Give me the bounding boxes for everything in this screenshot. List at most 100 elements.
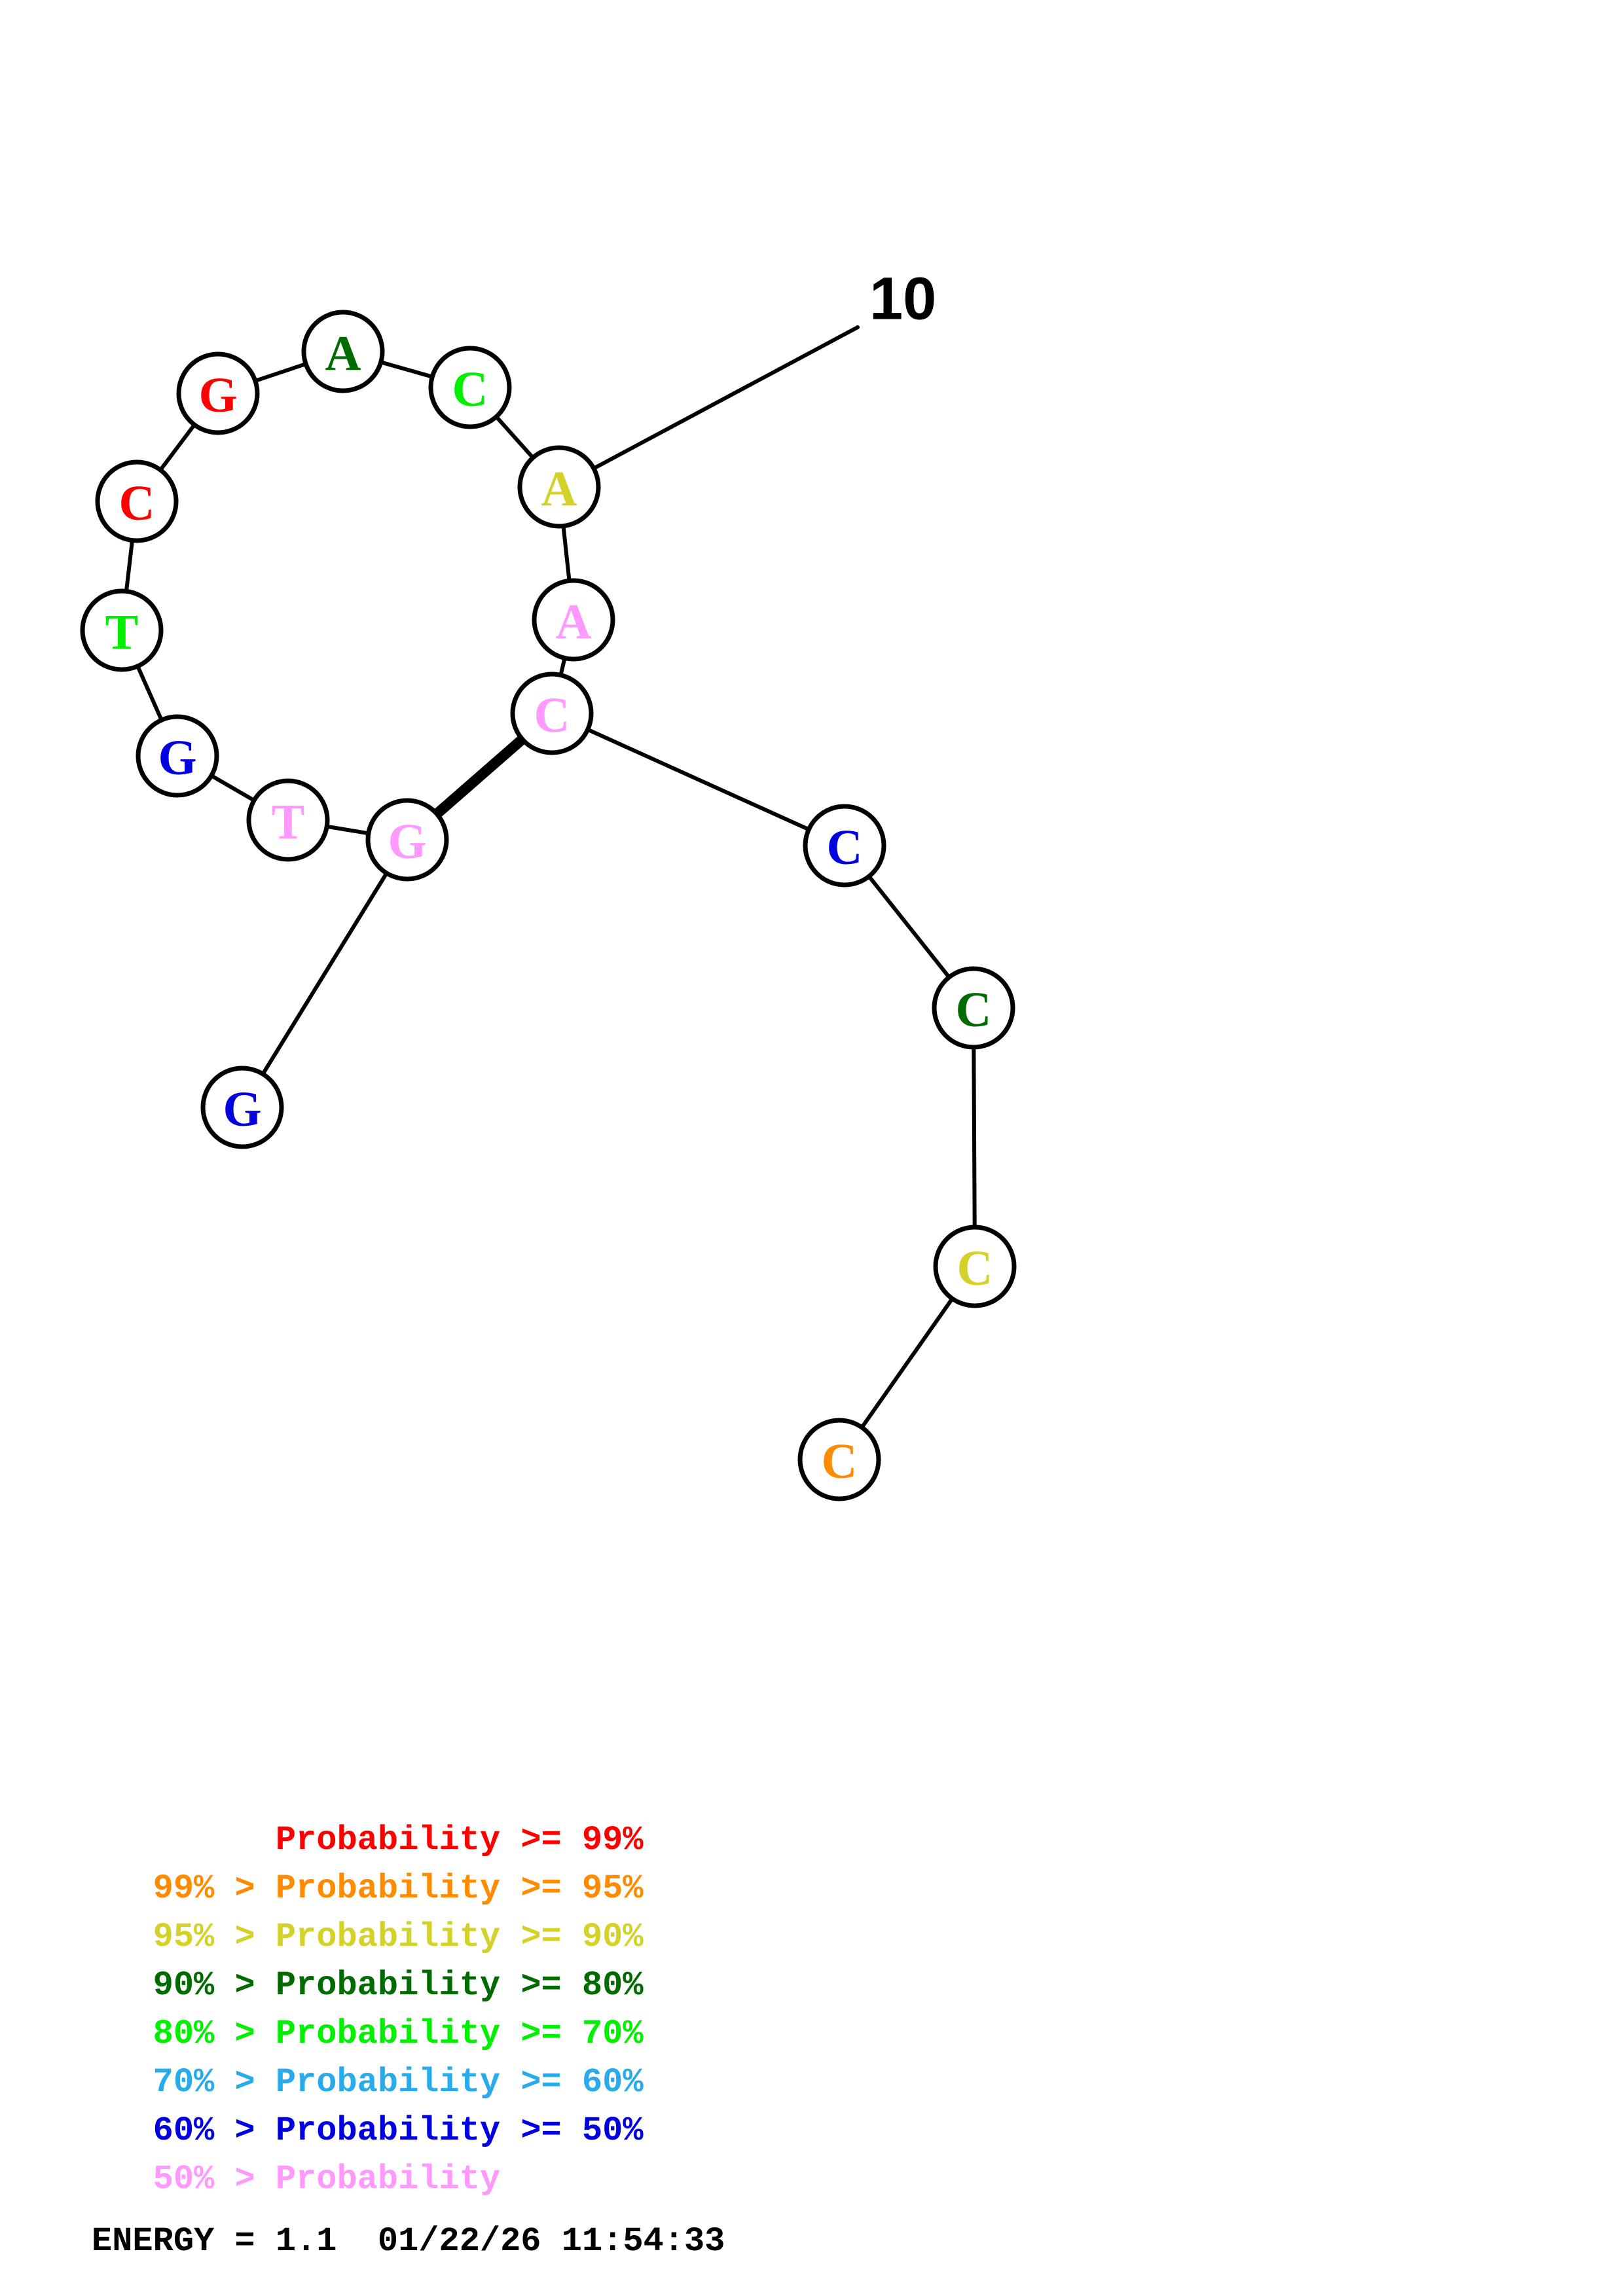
backbone-bond [323, 824, 372, 836]
nucleotide-circle [176, 351, 260, 435]
legend-lower-bound: 90% > [153, 1966, 255, 2005]
backbone-bond [208, 773, 257, 803]
nucleotide-node[interactable]: G [200, 1066, 284, 1149]
legend-upper-bound: >= 60% [500, 2063, 644, 2102]
nucleotide-node[interactable]: G [176, 351, 260, 435]
nucleotide-circle [301, 310, 385, 393]
nucleotide-circle [365, 798, 449, 882]
legend-lower-bound: 50% > [153, 2160, 255, 2198]
legend-row: 50% > Probability [92, 2155, 877, 2204]
backbone-bond [377, 359, 436, 380]
nucleotide-letter: G [388, 814, 426, 869]
legend-upper-bound: >= 80% [500, 1966, 644, 2005]
nucleotide-circle [532, 578, 615, 662]
nucleotide-circle [517, 445, 601, 529]
number-label-layer: 10 [869, 265, 936, 332]
backbone-bond [124, 537, 135, 595]
legend-probability-text: Probability [255, 2160, 501, 2198]
legend-lower-bound: 70% > [153, 2063, 255, 2102]
legend-probability-text: Probability [255, 2015, 501, 2053]
nucleotide-letter: C [956, 982, 992, 1037]
nucleotide-circle [95, 459, 179, 543]
legend-upper-bound: >= 50% [500, 2111, 644, 2150]
backbone-bond [135, 663, 164, 723]
nucleotide-circle [200, 1066, 284, 1149]
nucleotide-node[interactable]: C [797, 1418, 881, 1501]
legend-upper-bound: >= 70% [500, 2015, 644, 2053]
nucleotide-letter: G [158, 730, 196, 785]
legend-lower-bound: 99% > [153, 1869, 255, 1908]
legend-probability-text: Probability [255, 2063, 501, 2102]
number-leader-line-layer [591, 325, 860, 471]
nucleotide-circle [797, 1418, 881, 1501]
nucleotide-node[interactable]: G [365, 798, 449, 882]
backbone-bond [866, 873, 952, 980]
legend-lower-bound: 80% > [153, 2015, 255, 2053]
nucleotide-letter: T [105, 605, 139, 660]
nucleotide-node[interactable]: C [932, 966, 1015, 1050]
nucleotide-node[interactable]: C [428, 346, 512, 429]
energy-timestamp-line: ENERGY = 1.1 01/22/26 11:54:33 [92, 2222, 725, 2261]
legend-upper-bound: >= 99% [500, 1821, 644, 1859]
nucleotide-node[interactable]: C [803, 804, 886, 888]
nucleotide-circle [803, 804, 886, 888]
nucleotide-letter: G [198, 368, 237, 423]
legend-upper-bound: >= 95% [500, 1869, 644, 1908]
nucleotide-circle [932, 966, 1015, 1050]
nucleotide-letter: T [272, 795, 305, 850]
nucleotide-circle [136, 714, 219, 798]
nucleotide-node[interactable]: A [532, 578, 615, 662]
nucleotide-letter: C [452, 362, 488, 417]
number-leader-line [591, 325, 860, 471]
nucleotide-circle [428, 346, 512, 429]
legend-probability-text: Probability [255, 1918, 501, 1956]
backbone-bond [561, 522, 572, 584]
legend-row: 90% > Probability >= 80% [92, 1962, 877, 2010]
legend-row: 80% > Probability >= 70% [92, 2010, 877, 2058]
nucleotide-letter: A [325, 326, 361, 381]
nucleotide-node[interactable]: C [95, 459, 179, 543]
legend-lower-bound: 60% > [153, 2111, 255, 2150]
nucleotide-letter: A [556, 594, 592, 649]
nucleotide-circle [80, 588, 164, 672]
nucleotide-letter: G [223, 1082, 261, 1137]
nucleotide-node[interactable]: C [933, 1225, 1017, 1308]
backbone-bond [493, 414, 536, 461]
nucleotide-circle [933, 1225, 1017, 1308]
legend-probability-text: Probability [255, 1821, 501, 1859]
nucleotide-node[interactable]: T [80, 588, 164, 672]
nucleotide-node[interactable]: T [246, 778, 330, 862]
backbone-bond [251, 361, 310, 384]
backbone-bond [584, 726, 812, 833]
nucleotide-letter: C [827, 820, 863, 875]
legend-row: 95% > Probability >= 90% [92, 1913, 877, 1962]
backbone-bond [157, 422, 198, 473]
legend-row: 70% > Probability >= 60% [92, 2058, 877, 2107]
legend-row: 60% > Probability >= 50% [92, 2107, 877, 2155]
legend-probability-text: Probability [255, 1869, 501, 1908]
legend-row: 99% > Probability >= 95% [92, 1865, 877, 1913]
legend-probability-text: Probability [255, 1966, 501, 2005]
position-number-label: 10 [869, 265, 936, 332]
nucleotide-node[interactable]: A [517, 445, 601, 529]
nucleotide-node[interactable]: A [301, 310, 385, 393]
nucleotide-circle [510, 672, 594, 755]
bonds-layer [124, 359, 977, 1431]
legend-upper-bound: >= 90% [500, 1918, 644, 1956]
nucleotide-node[interactable]: C [510, 672, 594, 755]
nucleotide-letter: A [541, 461, 577, 516]
base-pair-bond [431, 733, 528, 820]
legend-row: Probability >= 99% [92, 1816, 877, 1865]
nucleotide-node[interactable]: G [136, 714, 219, 798]
legend-lower-bound: 95% > [153, 1918, 255, 1956]
probability-legend: Probability >= 99% 99% > Probability >= 9… [92, 1816, 877, 2204]
nucleotide-letter: C [119, 476, 155, 531]
nucleotide-letter: C [822, 1434, 858, 1489]
backbone-bond [859, 1295, 955, 1431]
nucleotide-letter: C [957, 1241, 993, 1296]
backbone-bond [260, 870, 390, 1077]
legend-probability-text: Probability [255, 2111, 501, 2150]
nucleotide-letter: C [534, 688, 570, 743]
